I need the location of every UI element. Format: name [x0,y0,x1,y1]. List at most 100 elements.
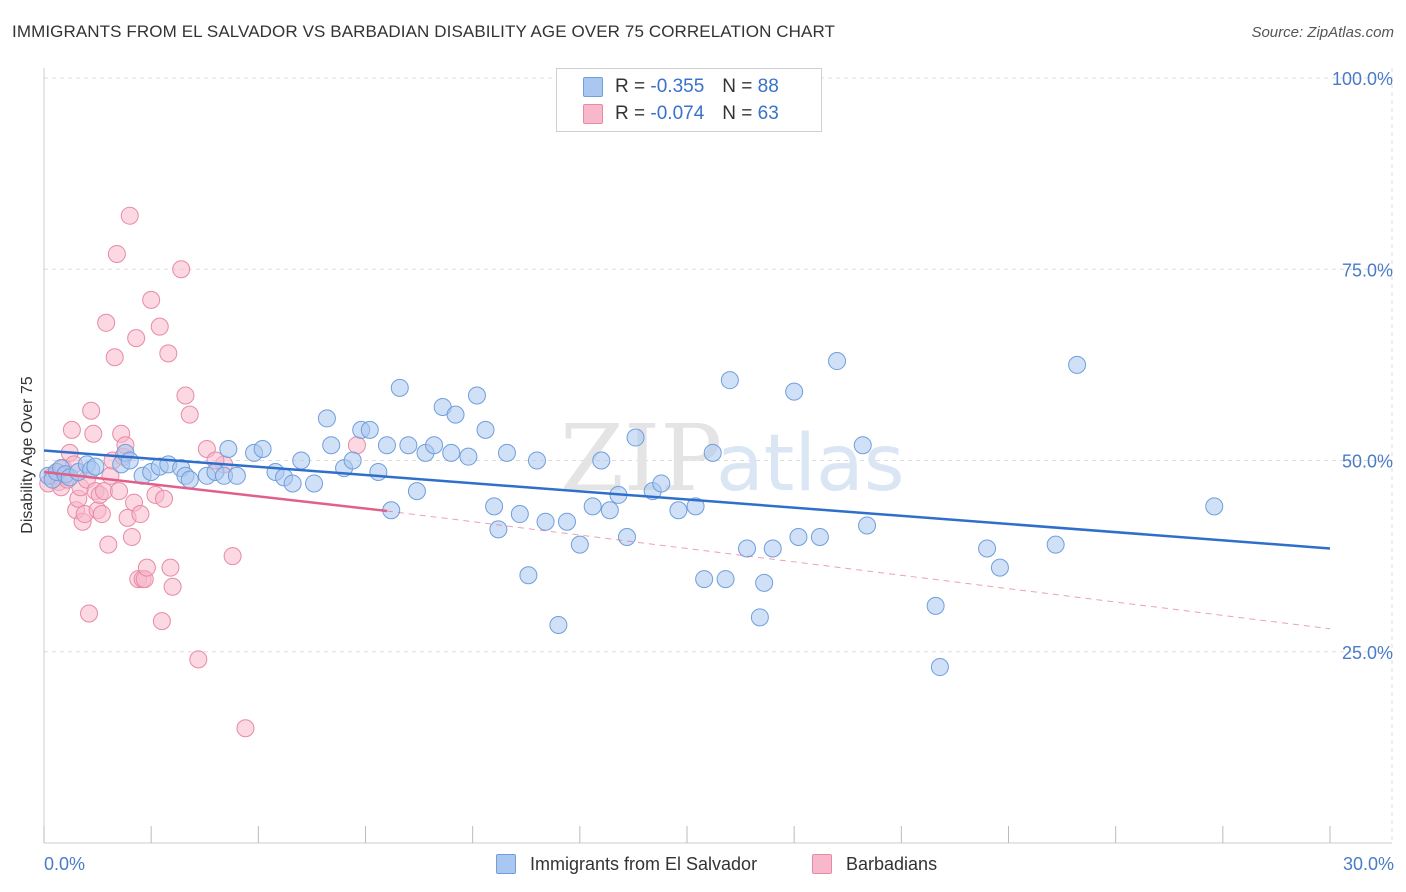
el-salvador-point [617,528,636,546]
legend-r-label: R = [615,103,646,124]
barbadians-point [99,535,118,554]
barbadians-point [80,604,99,623]
barbadians-point [97,313,116,332]
el-salvador-point [425,436,444,455]
el-salvador-point [716,570,735,589]
bottom-legend-swatch-blue [496,854,516,874]
el-salvador-point [557,512,576,531]
el-salvador-point [1046,535,1065,554]
el-salvador-point [720,371,739,390]
el-salvador-point [695,570,714,589]
el-salvador-point [407,482,426,501]
source-credit: Source: ZipAtlas.com [1251,24,1394,41]
el-salvador-point [1068,355,1087,374]
barbadians-point [236,719,255,738]
el-salvador-point [317,409,336,428]
el-salvador-point [583,497,602,516]
el-salvador-point [853,436,872,455]
tick-labels: 100.0% 75.0% 50.0% 25.0% 0.0% 30.0% [44,69,1394,874]
el-salvador-point [686,497,705,516]
barbadians-point [110,482,129,501]
el-salvador-point [399,436,418,455]
el-salvador-point [626,428,645,447]
barbadians-point [163,577,182,596]
x-tick-label: 30.0% [1343,854,1394,874]
barbadians-points [39,206,366,738]
el-salvador-point [86,457,105,476]
el-salvador-point [785,382,804,401]
barbadians-point [122,528,141,546]
barbadians-point [131,505,150,524]
el-salvador-point [570,535,589,554]
el-salvador-point [369,462,388,481]
bottom-legend-label: Barbadians [846,853,938,874]
watermark: ZIP atlas [560,405,905,512]
barbadians-point [137,558,156,577]
axes [43,68,1392,844]
y-tick-label: 75.0% [1342,260,1393,280]
x-tick-label: 0.0% [44,854,85,874]
el-salvador-point [292,451,311,470]
el-salvador-point [750,608,769,627]
legend-swatch-pink [583,104,603,124]
el-salvador-point [305,474,324,493]
barbadians-point [161,558,180,577]
watermark-zip: ZIP [560,405,722,512]
barbadians-point [84,424,103,443]
barbadians-point [159,344,178,363]
el-salvador-point [219,440,238,459]
el-salvador-point [990,558,1009,577]
el-salvador-point [227,466,246,485]
barbadians-point [120,206,139,225]
barbadians-point [127,329,146,348]
y-axis-label: Disability Age Over 75 [19,376,36,534]
el-salvador-point [446,405,465,424]
el-salvador-point [810,528,829,546]
barbadians-point [105,348,124,367]
el-salvador-point [322,436,341,455]
el-salvador-point [789,528,808,546]
el-salvador-point [1205,497,1224,516]
barbadians-point [62,420,81,439]
el-salvador-point [390,378,409,397]
el-salvador-point [459,447,478,466]
el-salvador-point [497,443,516,462]
el-salvador-point [467,386,486,405]
barbadians-point [347,436,366,455]
correlation-legend: R = -0.355 N = 88 R = -0.074 N = 63 [556,68,822,132]
el-salvador-point [519,566,538,585]
barbadians-point [189,650,208,669]
barbadians-point [152,612,171,631]
el-salvador-point [536,512,555,531]
bottom-legend-label: Immigrants from El Salvador [530,853,758,874]
el-salvador-point [510,505,529,524]
el-salvador-point [763,539,782,558]
el-salvador-point [755,573,774,592]
barbadians-point [150,317,169,336]
el-salvador-point [360,420,379,439]
legend-r-label: R = [615,76,646,97]
el-salvador-point [180,470,199,489]
legend-n-value: 63 [757,103,779,124]
legend-n-value: 88 [757,76,779,97]
trend-lines [43,449,1331,630]
y-tick-label: 25.0% [1342,643,1393,663]
legend-r-value: -0.074 [650,103,705,124]
legend-row-el-salvador: R = -0.355 N = 88 [583,74,779,100]
legend-n-label: N = [722,76,753,97]
barbadians-trend-line [43,470,388,513]
chart-title: IMMIGRANTS FROM EL SALVADOR VS BARBADIAN… [12,22,836,41]
bottom-legend-el-salvador: Immigrants from El Salvador [496,850,757,878]
el-salvador-point [703,443,722,462]
el-salvador-point [926,596,945,615]
barbadians-point [82,401,101,420]
legend-row-barbadians: R = -0.074 N = 63 [583,101,779,127]
barbadians-point [142,290,161,309]
el-salvador-point [489,520,508,539]
barbadians-point [223,547,242,566]
watermark-atlas: atlas [716,419,905,509]
el-salvador-point [738,539,757,558]
bottom-legend-swatch-pink [812,854,832,874]
el-salvador-point [930,658,949,677]
